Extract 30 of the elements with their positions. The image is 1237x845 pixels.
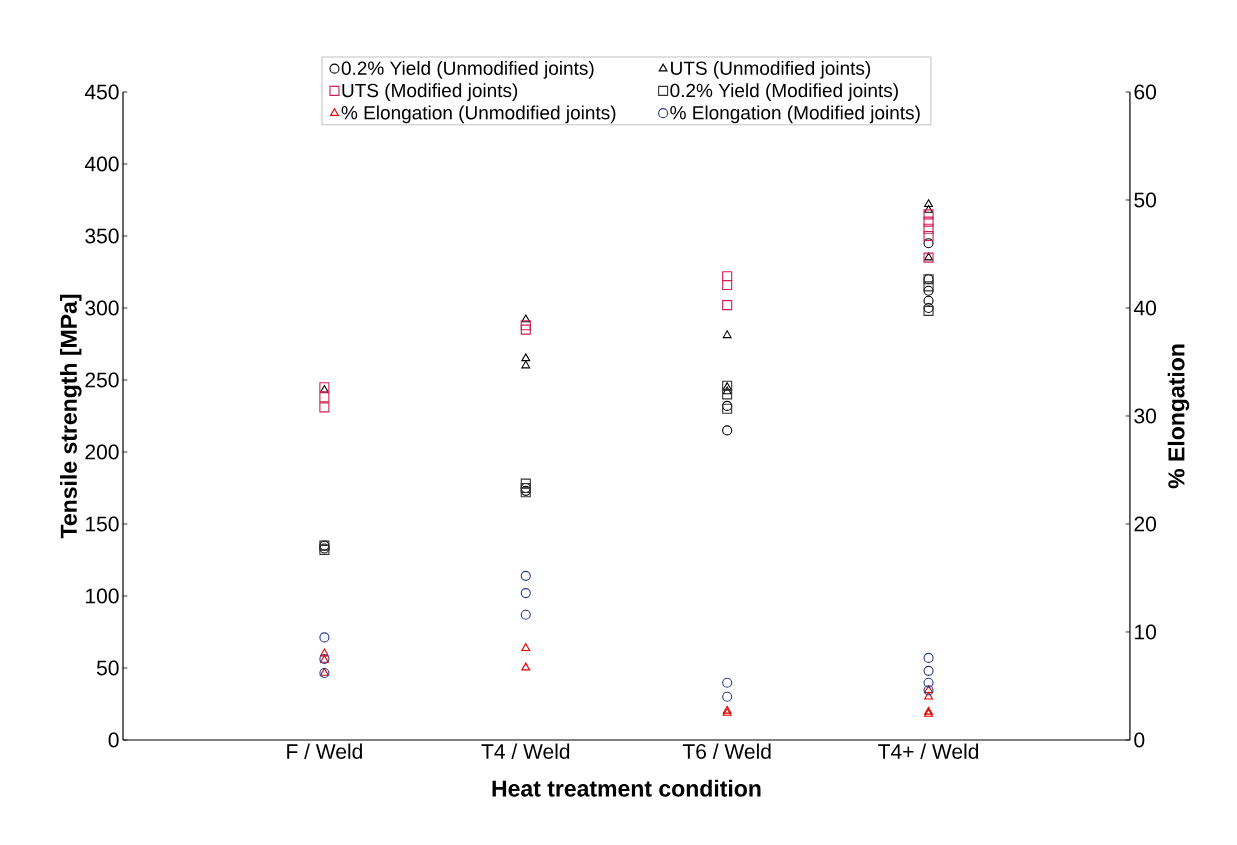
y2-tick-label: 40 [1133,300,1156,316]
legend-label: UTS (Modified joints) [342,83,518,101]
x-axis-title: Heat treatment condition [492,779,761,797]
legend-label: % Elongation (Unmodified joints) [341,105,616,124]
legend-label: 0.2% Yield (Modified joints) [670,83,898,101]
y-tick-label: 250 [85,372,119,388]
y-tick-label: 50 [96,660,119,676]
legend-label: % Elongation (Modified joints) [670,105,920,124]
y-axis-title: Tensile strength [MPa] [60,294,82,539]
y2-tick-label: 0 [1134,732,1145,748]
y2-tick-label: 50 [1134,192,1156,208]
y-tick-label: 400 [84,156,119,172]
y-tick-label: 100 [86,588,119,604]
y-tick-label: 0 [108,732,119,748]
x-tick-label: T6 / Weld [682,743,771,759]
y2-tick-label: 60 [1134,84,1156,100]
y-tick-label: 200 [85,444,119,460]
y2-tick-label: 10 [1135,624,1156,640]
y-tick-label: 150 [86,516,119,532]
legend-label: UTS (Unmodified joints) [671,60,871,79]
y-tick-label: 450 [84,84,119,100]
x-tick-label: T4+ / Weld [878,743,979,759]
y-tick-label: 300 [85,300,119,316]
legend-label: 0.2% Yield (Unmodified joints) [341,60,594,79]
y2-tick-label: 30 [1134,408,1156,424]
x-tick-label: F / Weld [287,743,362,759]
y-tick-label: 350 [85,228,119,244]
y2-axis-title: % Elongation [1167,344,1190,489]
x-tick-label: T4 / Weld [481,743,570,759]
y2-tick-label: 20 [1134,516,1156,532]
